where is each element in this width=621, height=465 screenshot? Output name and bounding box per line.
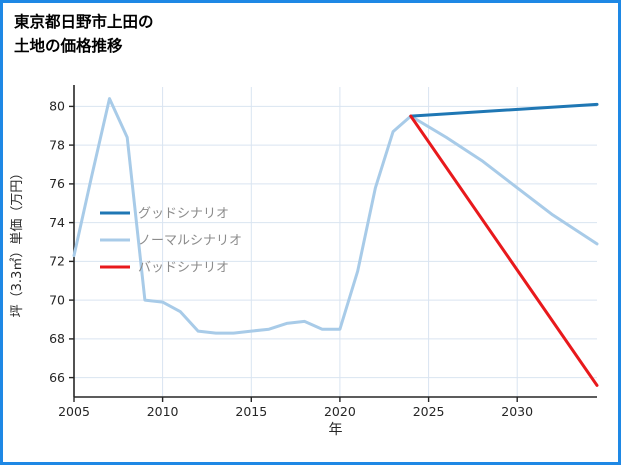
y-tick-label: 70 (49, 292, 65, 307)
y-tick-label: 76 (49, 176, 65, 191)
x-tick-label: 2025 (413, 404, 445, 419)
x-tick-label: 2030 (501, 404, 533, 419)
y-tick-label: 66 (49, 370, 65, 385)
y-tick-label: 80 (49, 99, 65, 114)
y-tick-label: 72 (49, 254, 65, 269)
y-tick-label: 78 (49, 137, 65, 152)
y-tick-label: 68 (49, 331, 65, 346)
price-chart-svg: 2005 2010 2015 2020 2025 2030 66 68 70 72 74 76 78 80… (9, 85, 599, 438)
normal-scenario-line (72, 97, 599, 335)
good-scenario-legend-label: グッドシナリオ (138, 207, 229, 222)
y-tick-label: 74 (49, 215, 65, 230)
x-tick-label: 2015 (235, 404, 267, 419)
good-scenario-line (409, 102, 599, 118)
bad-scenario-legend-label: バッドシナリオ (138, 261, 229, 276)
x-tick-label: 2020 (324, 404, 356, 419)
y-axis-label: 坪（3.3㎡）単価（万円） (9, 167, 25, 318)
x-axis-label: 年 (329, 422, 343, 438)
bad-scenario-line (409, 114, 599, 387)
normal-scenario-legend-label: ノーマルシナリオ (138, 234, 242, 249)
chart-title: 東京都日野市上田の 土地の価格推移 (14, 10, 154, 58)
chart-title-line1: 東京都日野市上田の (14, 13, 154, 31)
x-tick-label: 2010 (147, 404, 179, 419)
x-tick-label: 2005 (58, 404, 90, 419)
chart-title-line2: 土地の価格推移 (14, 37, 123, 56)
